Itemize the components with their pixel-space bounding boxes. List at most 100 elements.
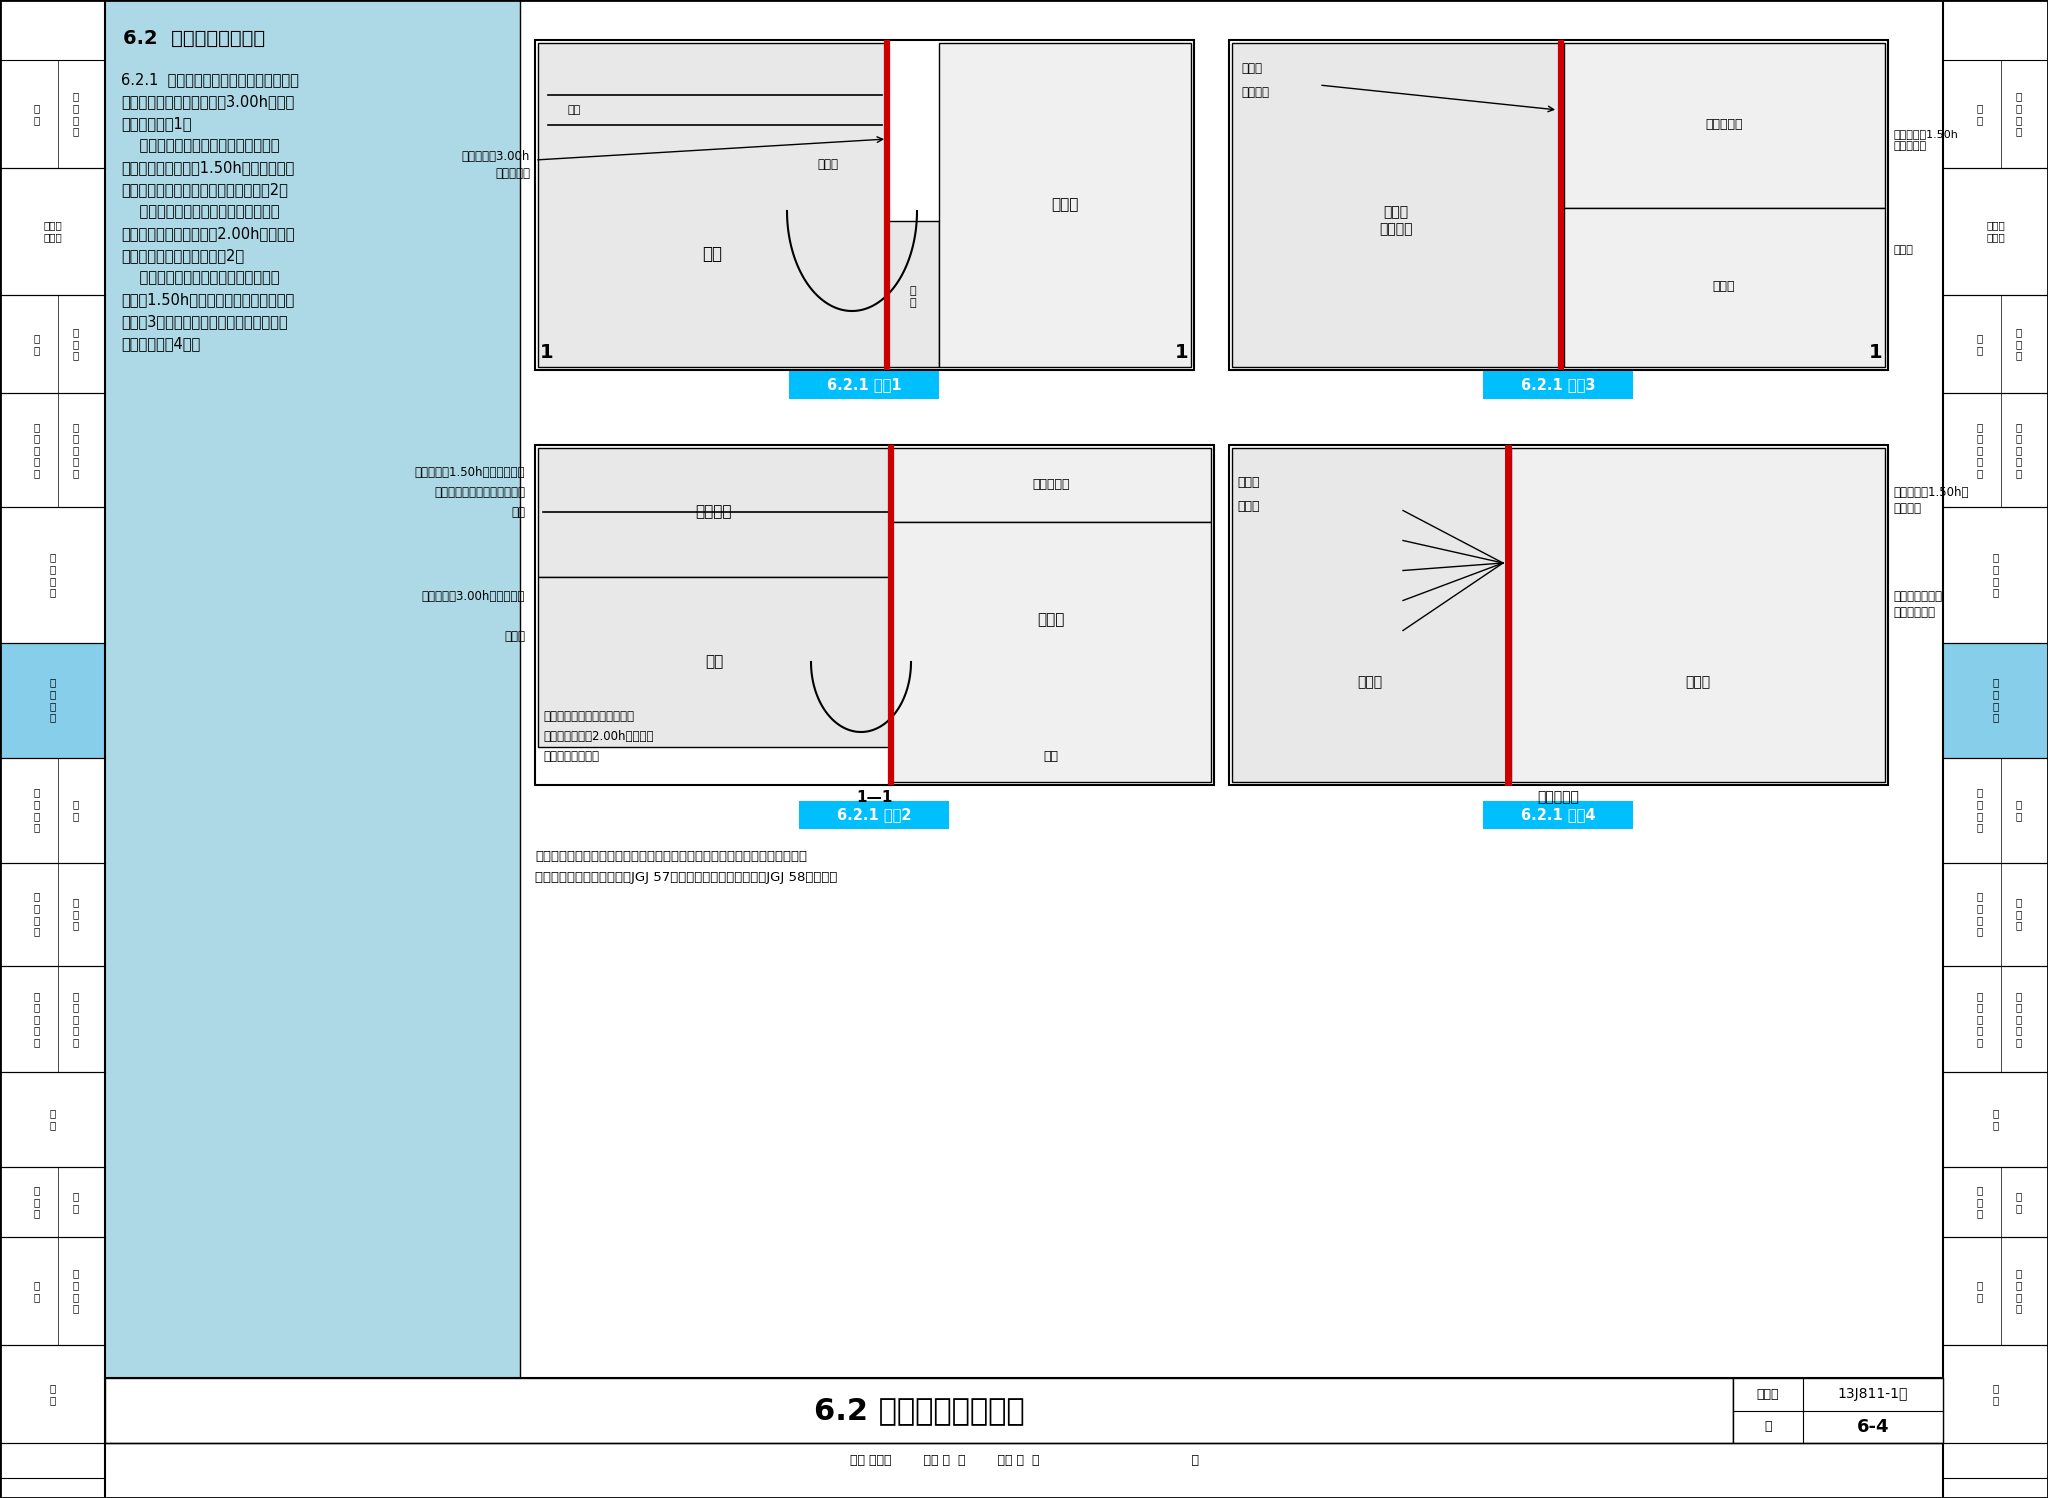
Text: 电
气: 电 气: [1993, 1109, 1999, 1129]
Text: 舞台下部的灯光操作室和可燃物储藏: 舞台下部的灯光操作室和可燃物储藏: [121, 204, 279, 219]
Text: 厂
房: 厂 房: [33, 333, 39, 355]
Text: 观众厅
（上空）: 观众厅 （上空）: [1378, 205, 1413, 237]
Text: 供
暖
、
通
风: 供 暖 、 通 风: [33, 990, 39, 1047]
Text: 审核 蔡昭昀        校对 林  菌        设计 曹  奂                                      页: 审核 蔡昭昀 校对 林 菌 设计 曹 奂 页: [850, 1455, 1198, 1468]
Text: 舞台上部与观众厅阁顶之间的隔墙可: 舞台上部与观众厅阁顶之间的隔墙可: [121, 138, 279, 153]
Text: 页: 页: [1763, 1420, 1772, 1434]
Bar: [891, 521, 1210, 782]
Text: 和观察孔: 和观察孔: [1241, 85, 1270, 99]
Text: 观众厅: 观众厅: [1038, 613, 1065, 628]
Text: 灭
火
救
援: 灭 火 救 援: [1976, 788, 1982, 833]
Text: 消
防
设
施: 消 防 设 施: [33, 891, 39, 936]
Text: 木
结
构: 木 结 构: [1976, 1185, 1982, 1218]
Bar: [539, 577, 891, 748]
Text: 气
体
储
罐
区: 气 体 储 罐 区: [2015, 422, 2021, 478]
Text: 和
仓
库: 和 仓 库: [72, 328, 78, 361]
Text: 乐
池: 乐 池: [909, 286, 915, 307]
Text: 和
空
气
调
节: 和 空 气 调 节: [72, 990, 78, 1047]
Bar: [104, 1443, 1944, 1498]
Text: 6.2  建筑构件和管道井: 6.2 建筑构件和管道井: [123, 28, 264, 48]
Text: 消
防
设
施: 消 防 设 施: [1976, 891, 1982, 936]
Bar: [1565, 43, 1884, 208]
Text: 6.2.1 图示3: 6.2.1 图示3: [1522, 377, 1595, 392]
Text: 耐火极限＞1.50h
的防火隔墙: 耐火极限＞1.50h 的防火隔墙: [1892, 129, 1958, 151]
Text: 1: 1: [541, 343, 553, 361]
Text: 设
施: 设 施: [72, 800, 78, 821]
Text: 【注释】剧场、电影院内的其他建筑防火构造措施与规定，还应符合国家现行
标准《剧场建筑设计规范》JGJ 57和《电影院建筑设计规范》JGJ 58的要求。: 【注释】剧场、电影院内的其他建筑防火构造措施与规定，还应符合国家现行 标准《剧场…: [535, 849, 838, 884]
Text: 甲
乙
丙
液
体: 甲 乙 丙 液 体: [33, 422, 39, 478]
Text: 的
设
置: 的 设 置: [2015, 897, 2021, 930]
Text: 气
体
储
罐
区: 气 体 储 罐 区: [72, 422, 78, 478]
Bar: [887, 222, 938, 367]
Text: 【图示3】，观察孔和放映孔应采取防火分: 【图示3】，观察孔和放映孔应采取防火分: [121, 315, 287, 330]
Text: 观众厅: 观众厅: [1358, 676, 1382, 689]
Text: 耐火极限＞3.00h的防火隔墙: 耐火极限＞3.00h的防火隔墙: [422, 590, 524, 604]
Text: 耐火极限＞3.00h
的防火隔墙: 耐火极限＞3.00h 的防火隔墙: [461, 150, 530, 180]
Bar: [535, 445, 1214, 785]
Bar: [1233, 448, 1507, 782]
Bar: [535, 40, 1194, 370]
Bar: [1233, 43, 1561, 367]
Bar: [1229, 445, 1888, 785]
Text: 隔措施【图示4】。: 隔措施【图示4】。: [121, 336, 201, 351]
FancyBboxPatch shape: [799, 801, 948, 828]
Text: 附
录: 附 录: [1993, 1383, 1999, 1405]
FancyBboxPatch shape: [1483, 801, 1632, 828]
Text: 墙与其他部位分隔。【图示2】: 墙与其他部位分隔。【图示2】: [121, 249, 244, 264]
Text: 交
通
隧
道: 交 通 隧 道: [2015, 1269, 2021, 1314]
Text: 卷片室: 卷片室: [1892, 246, 1913, 255]
Text: 防火幕: 防火幕: [504, 631, 524, 644]
Text: 乐池: 乐池: [1044, 750, 1059, 764]
Text: 6.2 建筑构件和管道井: 6.2 建筑构件和管道井: [813, 1396, 1024, 1425]
Bar: [938, 43, 1192, 367]
Bar: [1229, 40, 1888, 370]
Text: 图集号: 图集号: [1757, 1387, 1780, 1401]
Text: 建
筑
构
造: 建 筑 构 造: [1993, 677, 1999, 722]
Text: 电
气: 电 气: [49, 1109, 55, 1129]
Text: 建
筑: 建 筑: [2015, 1191, 2021, 1213]
Text: 6.2.1  剧场等建筑的舞台与观众厅之间的: 6.2.1 剧场等建筑的舞台与观众厅之间的: [121, 72, 299, 87]
Text: 隔墙。【图示1】: 隔墙。【图示1】: [121, 115, 193, 130]
Text: 民
用
建
筑: 民 用 建 筑: [1993, 553, 1999, 598]
Text: 建
筑
构
造: 建 筑 构 造: [49, 677, 55, 722]
Text: 的
设
置: 的 设 置: [72, 897, 78, 930]
Text: 目
录: 目 录: [33, 103, 39, 124]
Text: 卷片室: 卷片室: [1712, 280, 1735, 294]
Text: 总木符
则语号: 总木符 则语号: [1987, 220, 2005, 241]
Text: 天桥: 天桥: [567, 105, 582, 115]
Bar: [0, 0, 104, 1498]
FancyBboxPatch shape: [788, 372, 938, 398]
Bar: [0, 643, 104, 758]
Text: 耐火极限＞1.50h的防火隔墙，: 耐火极限＞1.50h的防火隔墙，: [414, 466, 524, 479]
Text: 放映孔: 放映孔: [1241, 61, 1262, 75]
Text: 厂
房: 厂 房: [1976, 333, 1982, 355]
Text: 木
结
构: 木 结 构: [33, 1185, 39, 1218]
Text: 和
仓
库: 和 仓 库: [2015, 328, 2021, 361]
Text: 室应采用耐火极限不低于2.00h的防火隔: 室应采用耐火极限不低于2.00h的防火隔: [121, 226, 295, 241]
Text: 编
制
说
明: 编 制 说 明: [72, 91, 78, 136]
Bar: [520, 0, 1944, 1378]
Text: 1—1: 1—1: [856, 789, 893, 804]
Text: 电影放映室、卷片室应采用耐火极限: 电影放映室、卷片室应采用耐火极限: [121, 270, 279, 285]
Text: 灯光操作室和可燃物储藏室应: 灯光操作室和可燃物储藏室应: [543, 710, 635, 724]
Text: 平面示意图: 平面示意图: [1538, 789, 1579, 804]
Text: 阻火阀门或其他
防火分隔措施: 阻火阀门或其他 防火分隔措施: [1892, 590, 1942, 620]
Text: 目
录: 目 录: [1976, 103, 1982, 124]
Text: 编
制
说
明: 编 制 说 明: [2015, 91, 2021, 136]
Text: 供
暖
、
通
风: 供 暖 、 通 风: [1976, 990, 1982, 1047]
Bar: [539, 43, 887, 367]
Text: 总木符
则语号: 总木符 则语号: [43, 220, 61, 241]
Text: 和
空
气
调
节: 和 空 气 调 节: [2015, 990, 2021, 1047]
Text: 防火幕: 防火幕: [817, 159, 838, 171]
Text: 城
市: 城 市: [33, 1281, 39, 1302]
Text: 民
用
建
筑: 民 用 建 筑: [49, 553, 55, 598]
Text: 耐火极限＞1.50h的
防火隔墙: 耐火极限＞1.50h的 防火隔墙: [1892, 485, 1968, 514]
Text: 采用耐火极限不低于1.50h的防火隔墙，: 采用耐火极限不低于1.50h的防火隔墙，: [121, 160, 295, 175]
Text: 城
市: 城 市: [1976, 1281, 1982, 1302]
Text: 1: 1: [1176, 343, 1188, 361]
Text: 6.2.1 图示1: 6.2.1 图示1: [827, 377, 901, 392]
Text: 舞台: 舞台: [702, 246, 723, 264]
Bar: [1733, 1378, 1944, 1443]
Bar: [539, 448, 891, 577]
Text: 观众厅阁顶: 观众厅阁顶: [1032, 478, 1069, 491]
